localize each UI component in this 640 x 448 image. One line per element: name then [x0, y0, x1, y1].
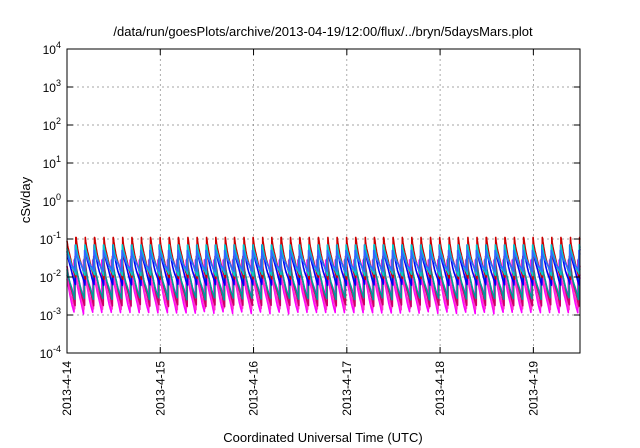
- series-layer: [66, 236, 581, 315]
- y-tick-label: 10-3: [40, 306, 61, 323]
- x-tick-label: 2013-4-14: [60, 361, 74, 416]
- axis-ticks: 10-4 10-3 10-2 10-1 100 101 102 103 104 2013-4-14…: [40, 40, 580, 416]
- x-tick-label: 2013-4-17: [340, 361, 354, 416]
- y-tick-label: 104: [43, 40, 61, 57]
- y-tick-label: 100: [43, 192, 61, 209]
- x-tick-label: 2013-4-19: [526, 361, 540, 416]
- series-line: [66, 249, 581, 273]
- y-tick-label: 10-1: [40, 230, 61, 247]
- x-tick-label: 2013-4-15: [153, 361, 167, 416]
- y-tick-label: 103: [43, 78, 61, 95]
- y-tick-label: 10-2: [40, 268, 61, 285]
- y-tick-label: 101: [43, 154, 61, 171]
- y-axis-label: cSv/day: [18, 176, 33, 223]
- x-axis-label: Coordinated Universal Time (UTC): [223, 430, 422, 445]
- x-tick-label: 2013-4-16: [247, 361, 261, 416]
- grid-lines: [67, 49, 580, 353]
- y-tick-label: 10-4: [40, 344, 61, 361]
- chart-title: /data/run/goesPlots/archive/2013-04-19/1…: [113, 24, 533, 39]
- y-tick-label: 102: [43, 116, 61, 133]
- x-tick-label: 2013-4-18: [433, 361, 447, 416]
